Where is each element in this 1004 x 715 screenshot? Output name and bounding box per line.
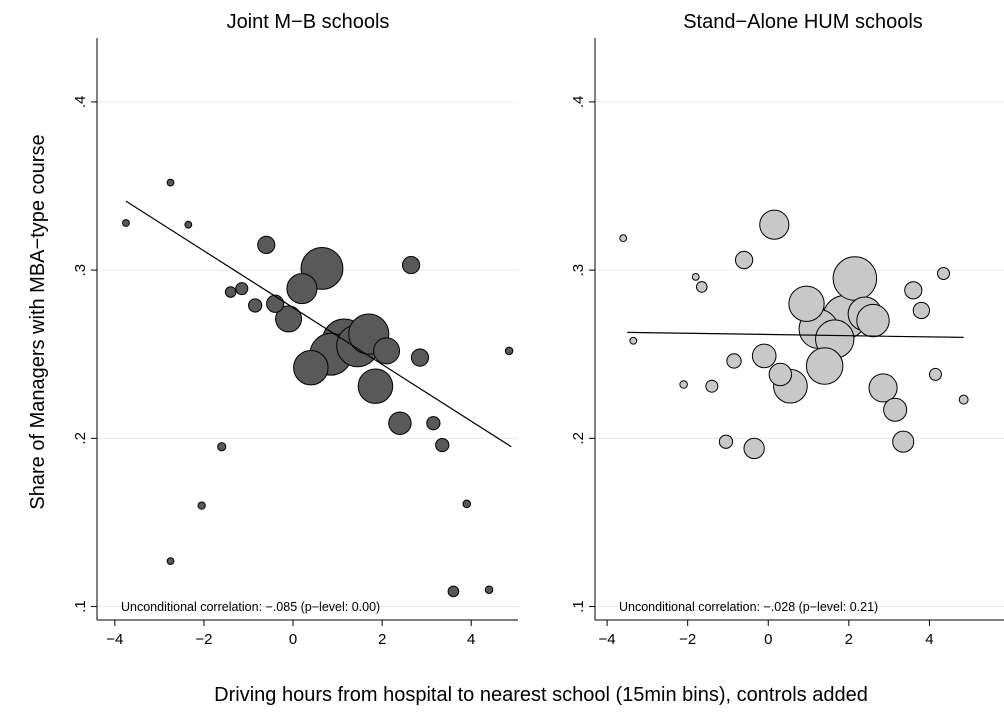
- data-point: [184, 220, 193, 229]
- data-point: [805, 347, 844, 385]
- data-point: [759, 209, 790, 240]
- data-point: [768, 362, 793, 387]
- x-tick-label: 0: [764, 631, 772, 648]
- data-point: [217, 442, 227, 452]
- data-point: [293, 349, 329, 386]
- panel-1: Joint M−B schools .1 .2 .3 .4 −4 −2 0 2 4 Uncondit…: [72, 11, 518, 648]
- correlation-annotation: Unconditional correlation: −.085 (p−leve…: [121, 600, 380, 614]
- data-point: [937, 266, 951, 280]
- data-point: [388, 411, 412, 435]
- data-point: [788, 285, 825, 322]
- data-point: [357, 368, 394, 404]
- y-tick-label: .3: [570, 264, 587, 277]
- data-point: [629, 336, 638, 345]
- data-point: [912, 301, 931, 320]
- data-point: [235, 282, 249, 296]
- data-point: [958, 394, 969, 405]
- y-tick-label: .2: [570, 432, 587, 445]
- data-point: [691, 272, 700, 281]
- y-tick-label: .1: [72, 600, 89, 613]
- data-point: [166, 178, 175, 187]
- fit-line: [125, 200, 512, 448]
- data-point: [122, 219, 130, 227]
- y-axis-title: Share of Managers with MBA−type course: [27, 134, 49, 509]
- data-point: [695, 281, 708, 293]
- y-tick-label: .4: [72, 96, 89, 109]
- data-point: [410, 348, 430, 367]
- x-tick-label: 4: [467, 631, 475, 648]
- data-point: [275, 305, 303, 333]
- data-point: [266, 294, 285, 313]
- y-tick-label: .4: [570, 96, 587, 109]
- data-point: [401, 255, 421, 275]
- fit-line: [627, 331, 964, 339]
- data-point: [928, 367, 942, 381]
- data-point: [619, 234, 628, 243]
- data-point: [726, 353, 742, 369]
- x-tick-label: −4: [106, 631, 123, 648]
- data-point: [435, 437, 450, 453]
- data-point: [484, 585, 494, 594]
- data-point: [868, 373, 898, 403]
- y-tick-label: .1: [570, 600, 587, 613]
- data-point: [248, 298, 263, 313]
- data-point: [705, 379, 719, 393]
- data-point: [373, 337, 401, 365]
- data-point: [832, 256, 878, 301]
- data-point: [883, 397, 908, 422]
- data-point: [892, 430, 915, 453]
- data-point: [734, 250, 754, 270]
- x-tick-label: −2: [679, 631, 696, 648]
- data-point: [426, 416, 441, 431]
- y-tick-label: .2: [72, 432, 89, 445]
- data-point: [257, 235, 276, 254]
- panel-2: Stand−Alone HUM schools.1.2.3.4−4−20246U…: [570, 11, 1004, 648]
- data-point: [286, 273, 318, 305]
- x-tick-label: 4: [925, 631, 933, 648]
- x-tick-label: 2: [845, 631, 853, 648]
- data-point: [856, 303, 890, 338]
- data-point: [904, 281, 923, 300]
- data-point: [447, 585, 460, 598]
- correlation-annotation: Unconditional correlation: −.028 (p−leve…: [619, 600, 878, 614]
- data-point: [504, 346, 514, 356]
- x-tick-label: −4: [599, 631, 616, 648]
- data-point: [224, 286, 237, 298]
- data-point: [718, 434, 734, 449]
- panel-title: Joint M−B schools: [227, 11, 390, 33]
- data-point: [679, 380, 688, 389]
- data-point: [197, 501, 206, 510]
- y-tick-label: .3: [72, 264, 89, 277]
- data-point: [751, 343, 777, 369]
- x-tick-label: −2: [195, 631, 212, 648]
- x-tick-label: 2: [378, 631, 386, 648]
- data-point: [166, 557, 175, 566]
- x-axis-title: Driving hours from hospital to nearest s…: [214, 684, 868, 706]
- x-tick-label: 0: [289, 631, 297, 648]
- data-point: [743, 437, 765, 460]
- data-point: [462, 499, 472, 509]
- panel-title: Stand−Alone HUM schools: [683, 11, 923, 33]
